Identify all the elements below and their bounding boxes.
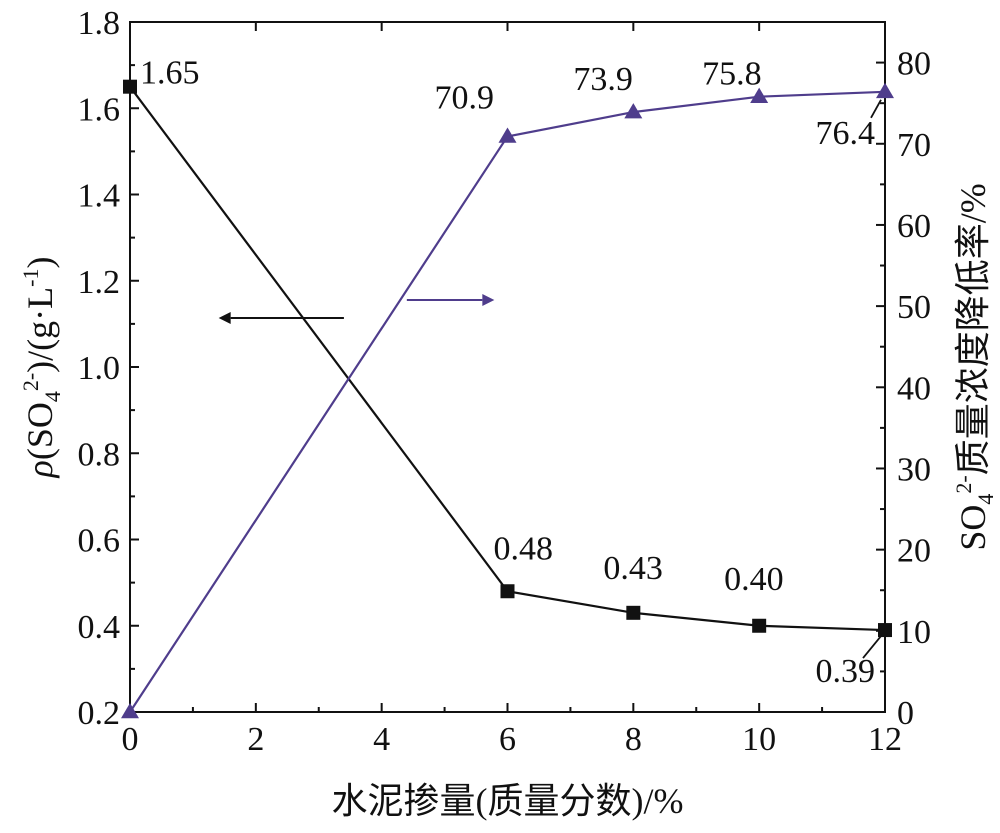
title-part: )/(g·L — [20, 287, 60, 373]
data-label-left: 0.39 — [816, 653, 876, 690]
series-group — [121, 79, 894, 719]
x-tick-label: 2 — [247, 721, 264, 758]
axes: 0 2 4 6 8 10 12 0.2 0.4 0.6 0.8 1.0 1.2 1.4 1.6 1.8 0 10 2… — [78, 5, 932, 758]
plot-frame — [129, 21, 886, 713]
data-point-square — [752, 618, 767, 633]
y-left-tick-label: 1.8 — [78, 5, 121, 42]
data-label-left: 0.48 — [494, 530, 554, 567]
leader-line — [862, 635, 882, 659]
data-label-right: 75.8 — [702, 56, 762, 93]
right-axis-arrowhead — [482, 294, 495, 306]
title-part: ρ — [20, 460, 60, 478]
data-point-square — [500, 584, 515, 599]
y-left-axis-title: ρ(SO42-)/(g·L-1) — [18, 257, 65, 479]
y-left-tick-label: 0.6 — [78, 523, 121, 560]
data-label-left: 0.40 — [724, 561, 784, 598]
series-line-right — [129, 90, 886, 713]
y-left-tick-label: 0.8 — [78, 436, 121, 473]
data-point-square — [123, 79, 137, 94]
axis-titles: 水泥掺量(质量分数)/%ρ(SO42-)/(g·L-1)SO42-质量浓度降低率… — [18, 183, 998, 821]
data-point-triangle — [750, 87, 769, 103]
data-labels: 1.65 0.48 0.43 0.40 0.39 70.9 73.9 75.8 76.4 — [140, 55, 882, 690]
x-axis-title: 水泥掺量(质量分数)/% — [332, 781, 684, 821]
y-right-tick-label: 60 — [897, 208, 931, 245]
data-point-square — [878, 623, 892, 638]
y-right-tick-label: 70 — [897, 127, 931, 164]
data-point-triangle — [624, 103, 643, 119]
x-tick-label: 8 — [625, 721, 642, 758]
y-right-tick-label: 40 — [897, 370, 931, 407]
left-axis-arrowhead — [218, 312, 231, 324]
data-point-triangle — [121, 703, 139, 719]
y-right-tick-label: 10 — [897, 614, 931, 651]
title-subscript: 4 — [40, 391, 65, 402]
x-tick-label: 0 — [122, 721, 139, 758]
y-right-tick-label: 30 — [897, 451, 931, 488]
data-label-left: 1.65 — [140, 55, 200, 92]
y-right-tick-label: 0 — [897, 695, 914, 732]
data-point-square — [626, 605, 641, 620]
data-point-triangle — [498, 127, 517, 143]
title-part: 质量浓度降低率/% — [953, 183, 993, 475]
y-right-tick-label: 50 — [897, 289, 931, 326]
data-label-right: 70.9 — [435, 79, 495, 116]
title-superscript: 2- — [18, 373, 43, 391]
title-superscript: 2- — [951, 475, 976, 493]
y-right-tick-label: 80 — [897, 46, 931, 83]
title-part: (SO — [20, 402, 60, 460]
x-tick-label: 12 — [868, 721, 902, 758]
y-left-tick-label: 1.6 — [78, 91, 121, 128]
y-left-tick-label: 1.4 — [78, 178, 121, 215]
y-left-tick-label: 1.2 — [78, 264, 121, 301]
y-left-tick-label: 0.4 — [78, 609, 121, 646]
data-label-right: 76.4 — [816, 115, 876, 152]
x-tick-label: 10 — [742, 721, 776, 758]
title-superscript: -1 — [18, 269, 43, 287]
data-point-triangle — [876, 82, 894, 99]
y-left-tick-label: 0.2 — [78, 695, 121, 732]
x-tick-label: 6 — [499, 721, 516, 758]
data-label-right: 73.9 — [573, 61, 633, 98]
x-tick-label: 4 — [373, 721, 390, 758]
y-left-tick-label: 1.0 — [78, 350, 121, 387]
title-part: SO — [953, 505, 993, 551]
y-right-axis-title: SO42-质量浓度降低率/% — [951, 183, 998, 550]
title-subscript: 4 — [973, 494, 998, 505]
leader-line — [870, 99, 882, 119]
title-part: ) — [20, 257, 60, 269]
y-right-tick-label: 20 — [897, 533, 931, 570]
data-label-left: 0.43 — [603, 550, 663, 587]
